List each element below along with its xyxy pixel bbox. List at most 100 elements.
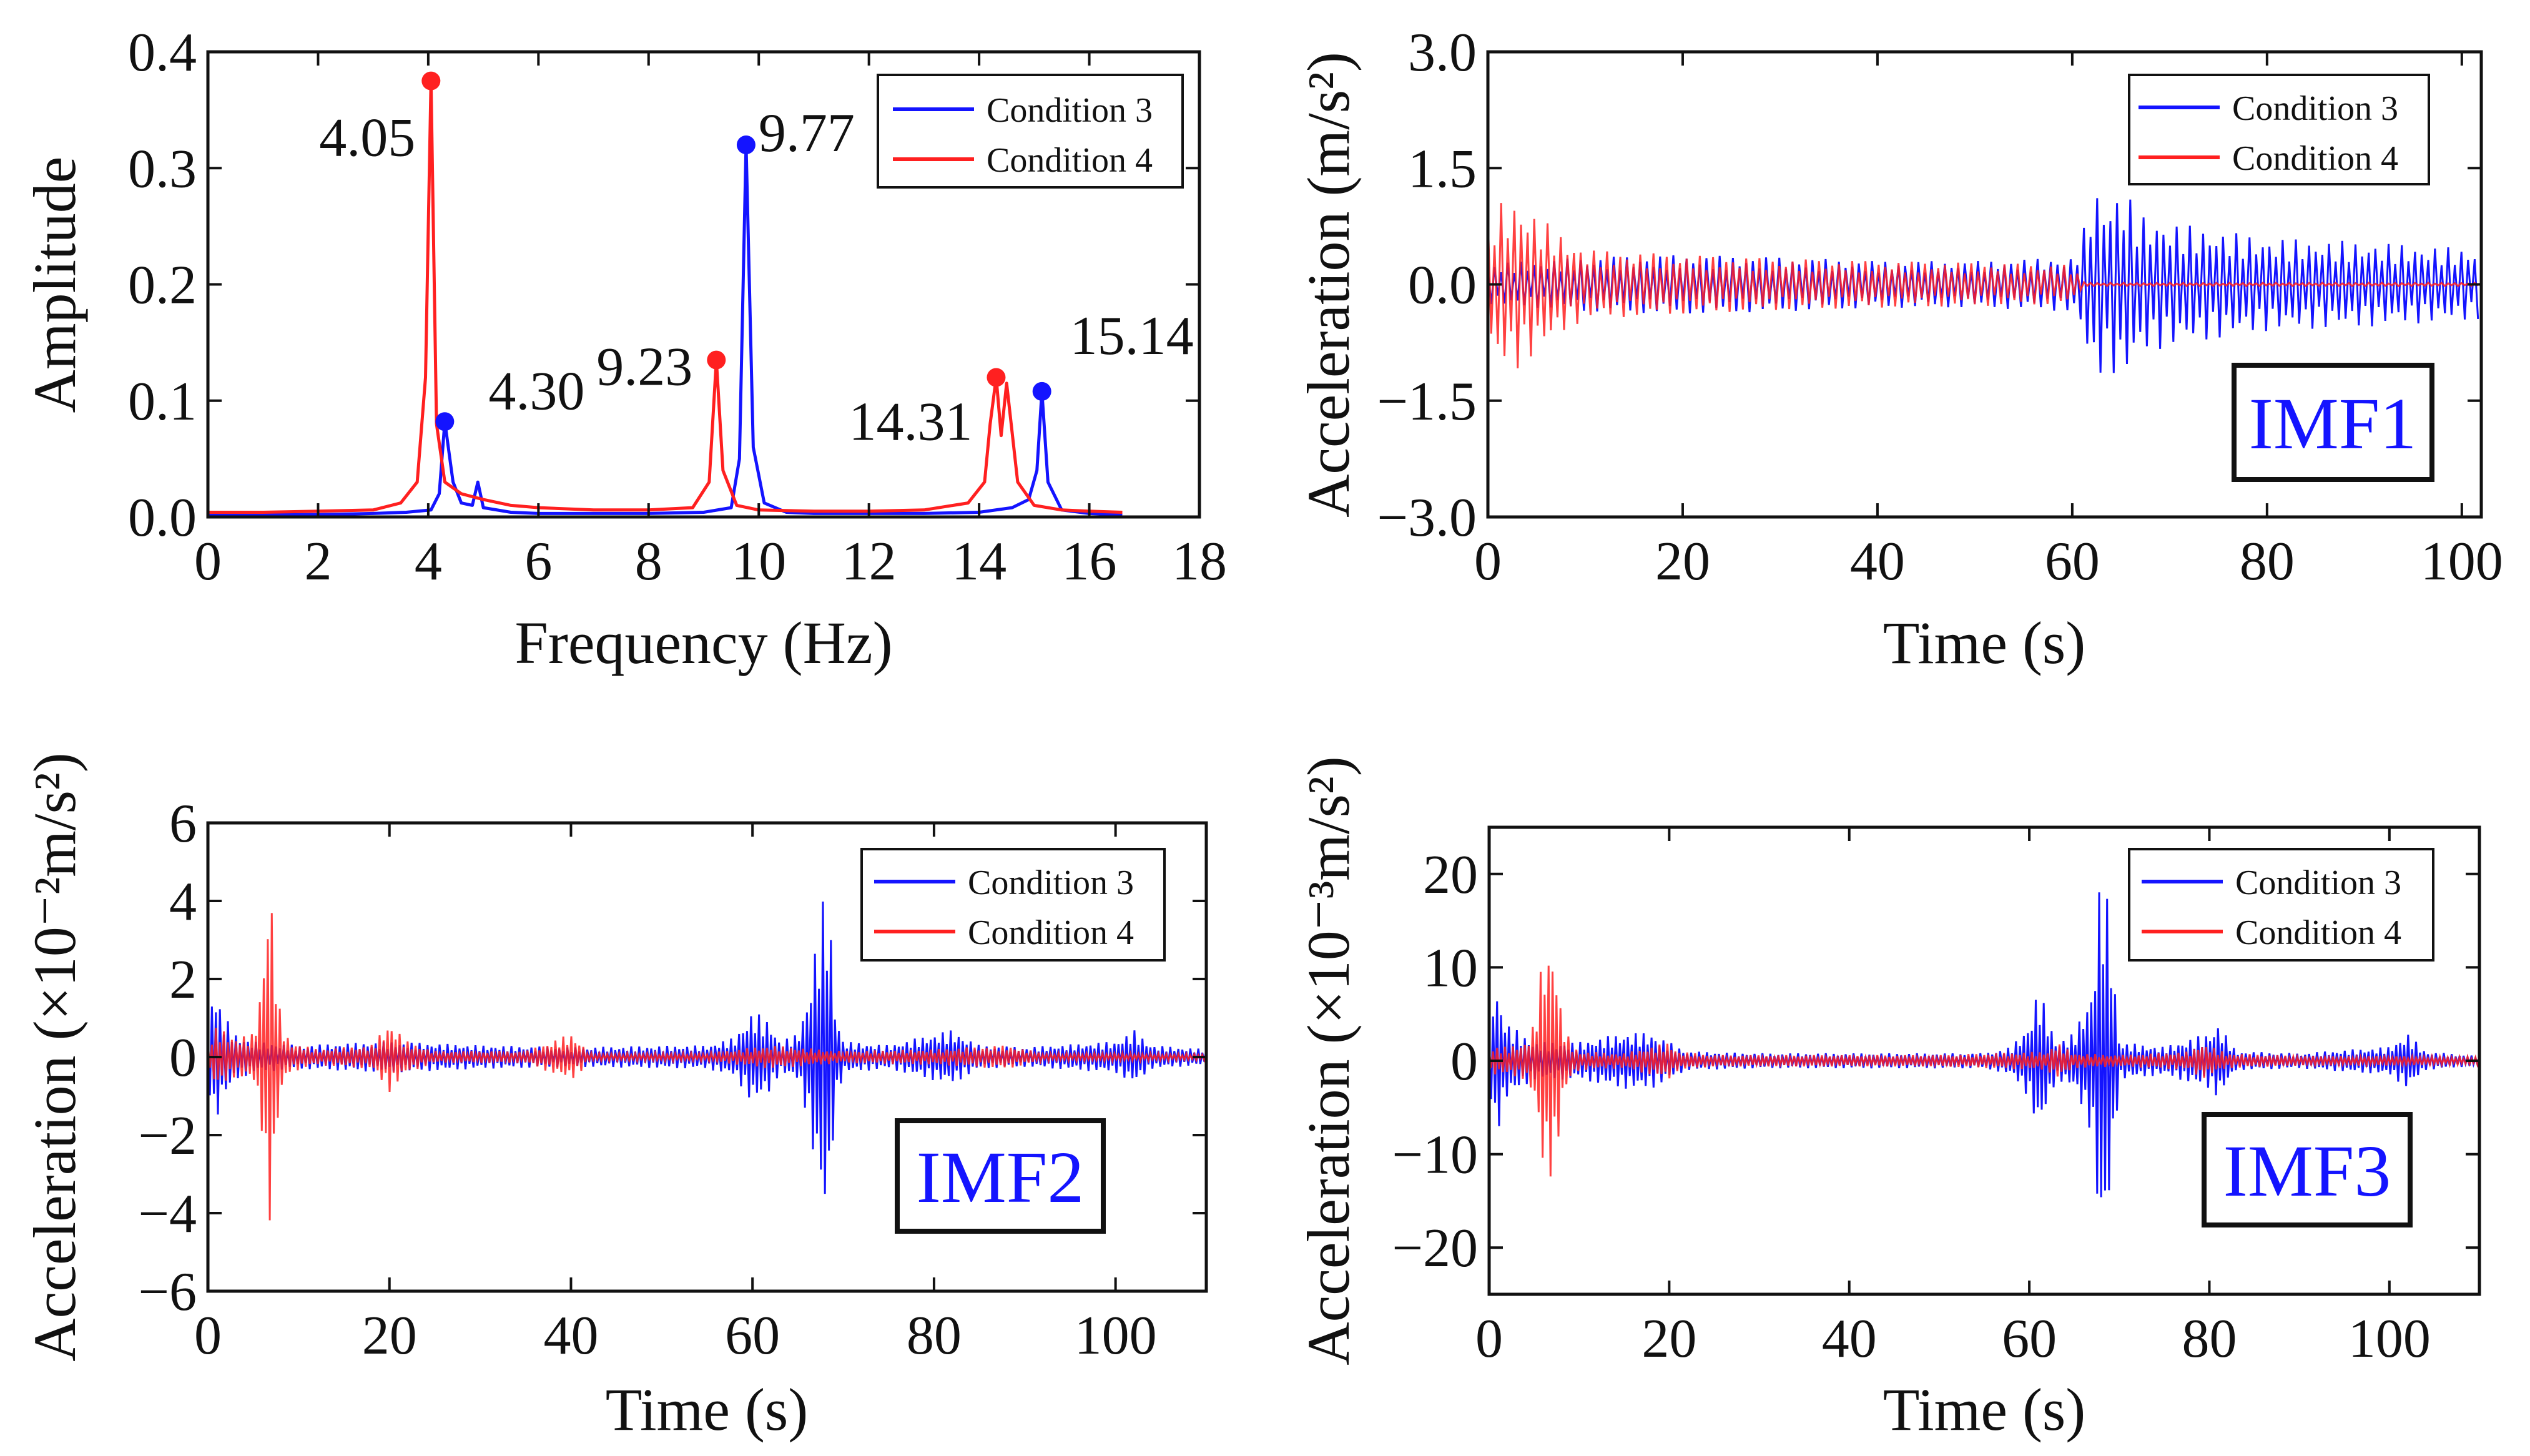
- spectrum-peak-label: 4.30: [488, 361, 584, 421]
- imf1-y-tick-label: 3.0: [1408, 22, 1477, 83]
- imf2-series-condition-4: [208, 913, 1206, 1221]
- imf2-annotation-box: [895, 1118, 1106, 1234]
- imf3-x-axis-label: Time (s): [1883, 1376, 2086, 1443]
- panel-imf1: 0 20 40 60 80 100 −3.0 −1.5 0.0 1.5 3.0 Time (s) A…: [1295, 22, 2503, 676]
- imf2-y-tick-label: 2: [169, 950, 197, 1010]
- imf1-legend-label-condition-4: Condition 4: [2232, 139, 2398, 178]
- imf3-legend-label-condition-4: Condition 4: [2235, 913, 2401, 952]
- imf1-legend-label-condition-3: Condition 3: [2232, 89, 2398, 128]
- spectrum-peak-label: 15.14: [1070, 306, 1194, 366]
- spectrum-y-tick-label: 0.4: [128, 22, 197, 83]
- imf1-x-axis-label: Time (s): [1883, 609, 2086, 676]
- imf3-x-tick-label: 100: [2348, 1309, 2431, 1369]
- spectrum-x-tick-label: 8: [635, 531, 662, 592]
- spectrum-y-tick-label: 0.0: [128, 488, 197, 548]
- imf2-legend-box: [860, 848, 1166, 962]
- spectrum-y-tick-label: 0.2: [128, 255, 197, 316]
- imf1-x-tick-label: 60: [2045, 531, 2100, 592]
- imf2-y-tick-label: −2: [138, 1106, 197, 1166]
- imf1-legend-box: [2128, 74, 2430, 185]
- spectrum-series-condition-4: [208, 79, 1123, 514]
- spectrum-x-tick-label: 6: [524, 531, 552, 592]
- imf3-y-tick-label: −20: [1392, 1218, 1478, 1279]
- spectrum-x-tick-label: 18: [1172, 531, 1227, 592]
- spectrum-peak-marker: [1032, 381, 1051, 401]
- imf3-x-tick-label: 40: [1822, 1309, 1877, 1369]
- spectrum-legend-box: [877, 74, 1184, 189]
- spectrum-legend-label-condition-4: Condition 4: [987, 141, 1153, 180]
- spectrum-legend-label-condition-3: Condition 3: [987, 91, 1153, 130]
- imf3-y-tick-label: −10: [1392, 1125, 1478, 1186]
- imf1-legend: Condition 3 Condition 4: [2128, 74, 2430, 185]
- imf2-y-tick-label: 4: [169, 872, 197, 932]
- imf1-annotation: IMF1: [2232, 363, 2434, 482]
- imf3-legend-box: [2128, 848, 2434, 962]
- spectrum-x-axis-label: Frequency (Hz): [514, 609, 892, 676]
- imf2-annotation-label: IMF2: [917, 1136, 1085, 1218]
- imf3-legend: Condition 3 Condition 4: [2128, 848, 2434, 962]
- spectrum-peak-label: 14.31: [849, 392, 972, 453]
- imf2-y-tick-label: −6: [138, 1262, 197, 1322]
- spectrum-peak-marker: [435, 412, 455, 431]
- spectrum-x-tick-label: 4: [415, 531, 442, 592]
- spectrum-peak-marker: [736, 135, 756, 154]
- imf1-x-tick-label: 20: [1655, 531, 1710, 592]
- imf2-legend-label-condition-4: Condition 4: [968, 913, 1134, 952]
- imf2-annotation: IMF2: [895, 1118, 1106, 1234]
- imf1-y-tick-label: 1.5: [1408, 139, 1477, 199]
- spectrum-x-tick-label: 2: [304, 531, 332, 592]
- imf2-legend-label-condition-3: Condition 3: [968, 863, 1134, 902]
- imf3-annotation-label: IMF3: [2223, 1130, 2391, 1212]
- spectrum-peak-label: 9.23: [596, 337, 692, 398]
- spectrum-x-tick-label: 10: [731, 531, 786, 592]
- spectrum-peak-marker: [421, 71, 441, 91]
- panel-spectrum: 0 2 4 6 8 10 12 14 16 180.00.10.20.30.4 4.054.309…: [21, 22, 1227, 676]
- imf3-annotation: IMF3: [2202, 1112, 2413, 1227]
- spectrum-x-tick-label: 14: [952, 531, 1007, 592]
- imf3-x-tick-label: 80: [2182, 1309, 2237, 1369]
- imf3-x-tick-label: 0: [1475, 1309, 1503, 1369]
- imf1-y-tick-label: −3.0: [1377, 488, 1477, 548]
- imf1-x-tick-label: 40: [1850, 531, 1905, 592]
- spectrum-x-tick-label: 0: [194, 531, 222, 592]
- imf2-x-tick-label: 80: [907, 1306, 962, 1366]
- spectrum-peak-label: 9.77: [759, 103, 855, 164]
- imf3-x-tick-label: 20: [1642, 1309, 1696, 1369]
- spectrum-series-condition-3: [208, 143, 1123, 516]
- imf3-series-condition-4: [1489, 965, 2479, 1177]
- imf2-x-tick-label: 40: [543, 1306, 598, 1366]
- panel-imf2: 0 20 40 60 80 100 −6 −4 −2 0 2 4 6 Time (s) Accelera…: [21, 752, 1208, 1443]
- spectrum-y-tick-label: 0.1: [128, 371, 197, 432]
- imf2-x-tick-label: 20: [362, 1306, 417, 1366]
- imf1-annotation-box: [2232, 363, 2434, 482]
- imf2-y-tick-label: 0: [169, 1028, 197, 1088]
- imf3-x-tick-label: 60: [2002, 1309, 2057, 1369]
- spectrum-legend: Condition 3 Condition 4: [877, 74, 1184, 189]
- imf2-y-tick-label: 6: [169, 794, 197, 854]
- imf3-y-tick-label: 20: [1423, 845, 1478, 905]
- imf1-x-tick-label: 80: [2240, 531, 2295, 592]
- spectrum-peak-marker: [987, 368, 1006, 387]
- spectrum-peak-marker: [707, 350, 726, 370]
- imf2-x-tick-label: 0: [194, 1306, 222, 1366]
- imf1-y-tick-label: −1.5: [1377, 371, 1477, 432]
- imf1-y-tick-label: 0.0: [1408, 255, 1477, 316]
- imf3-y-axis-label: Acceleration (×10⁻³m/s²): [1295, 756, 1362, 1365]
- imf2-x-tick-label: 60: [725, 1306, 780, 1366]
- imf3-legend-label-condition-3: Condition 3: [2235, 863, 2401, 902]
- imf1-series-condition-4: [1488, 203, 2479, 368]
- imf2-legend: Condition 3 Condition 4: [860, 848, 1166, 962]
- imf2-x-tick-label: 100: [1075, 1306, 1157, 1366]
- imf2-x-axis-label: Time (s): [606, 1376, 809, 1443]
- imf3-y-tick-label: 0: [1450, 1031, 1478, 1092]
- spectrum-x-tick-label: 12: [842, 531, 897, 592]
- imf1-annotation-label: IMF1: [2249, 383, 2417, 465]
- imf2-y-axis-label: Acceleration (×10⁻²m/s²): [21, 752, 88, 1361]
- imf1-x-tick-label: 0: [1474, 531, 1502, 592]
- imf1-x-tick-label: 100: [2421, 531, 2503, 592]
- imf3-annotation-box: [2202, 1112, 2413, 1227]
- spectrum-peak-label: 4.05: [319, 108, 415, 169]
- imf2-y-tick-label: −4: [138, 1184, 197, 1244]
